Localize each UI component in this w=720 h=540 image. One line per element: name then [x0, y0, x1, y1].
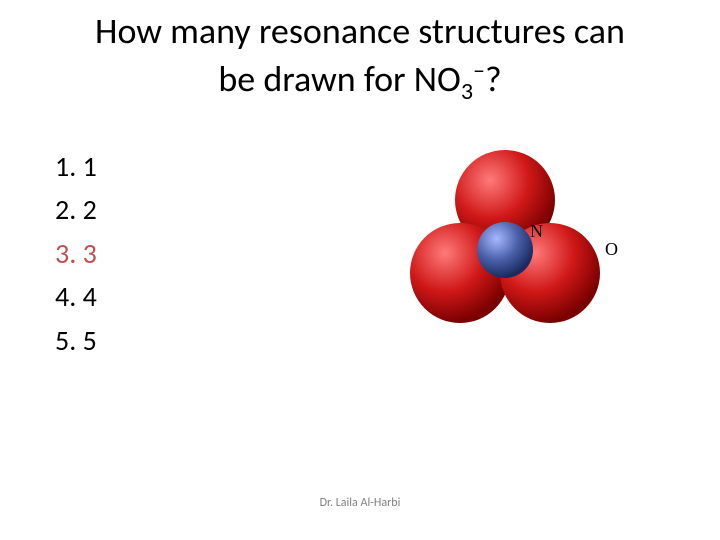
answer-option: 2. 2	[55, 188, 97, 231]
title-line2-pre: be drawn for NO	[218, 57, 460, 101]
molecule-diagram: ON	[390, 145, 620, 335]
n-atom	[477, 222, 533, 278]
footer-credit: Dr. Laila Al-Harbi	[0, 496, 720, 510]
title-subscript: 3	[461, 77, 473, 106]
atom-label: O	[605, 239, 618, 259]
slide-title: How many resonance structures can be dra…	[20, 8, 700, 107]
title-line2-post: ?	[485, 57, 502, 101]
title-line1: How many resonance structures can	[95, 9, 625, 53]
answer-option: 4. 4	[55, 275, 97, 318]
molecule-svg: ON	[390, 145, 620, 335]
answer-options: 1. 12. 23. 34. 45. 5	[55, 145, 97, 362]
title-superscript: –	[473, 56, 485, 85]
answer-option: 5. 5	[55, 319, 97, 362]
answer-option: 3. 3	[55, 232, 97, 275]
answer-option: 1. 1	[55, 145, 97, 188]
atom-label: N	[530, 221, 543, 241]
